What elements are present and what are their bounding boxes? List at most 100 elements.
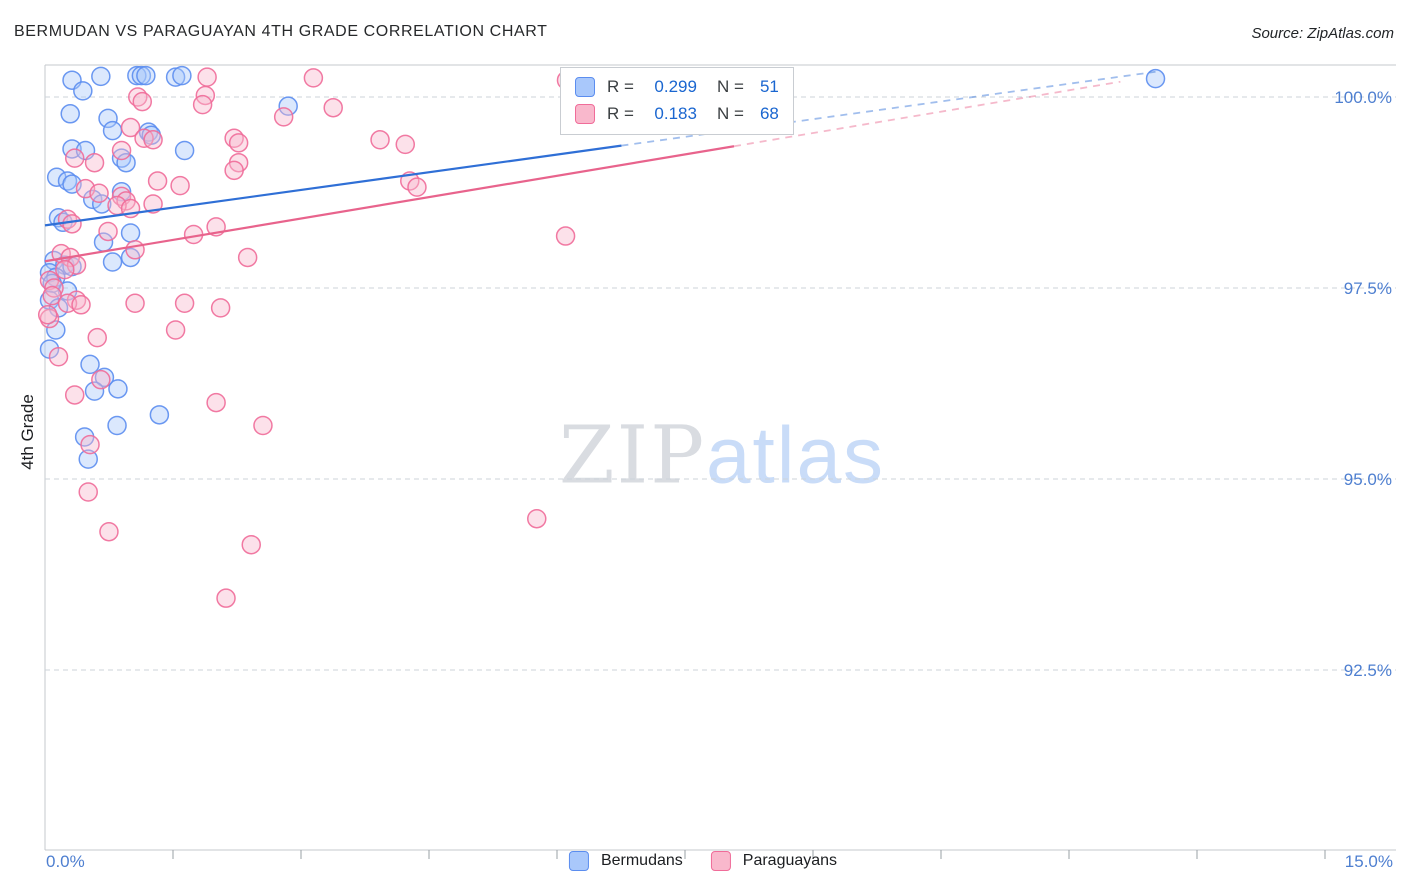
x-axis-min-label: 0.0%: [46, 852, 85, 871]
watermark-zip: ZIP: [559, 408, 707, 502]
paraguayans-data-point[interactable]: [174, 293, 195, 314]
bermudans-data-point[interactable]: [102, 252, 123, 272]
bottom-legend: Bermudans Paraguayans: [568, 851, 838, 871]
bermudans-data-point[interactable]: [78, 449, 98, 469]
bermudans-data-point[interactable]: [46, 320, 66, 340]
paraguayans-data-point[interactable]: [111, 140, 132, 161]
bottom-legend-item-bermudans[interactable]: Bermudans: [568, 851, 683, 871]
bermudans-data-point[interactable]: [102, 120, 123, 141]
bermudans-data-point[interactable]: [84, 381, 105, 401]
bottom-legend-label-paraguayans: Paraguayans: [742, 852, 838, 869]
bottom-legend-item-paraguayans[interactable]: Paraguayans: [710, 851, 838, 871]
bermudans-data-point[interactable]: [149, 405, 170, 425]
bermudans-data-point[interactable]: [165, 67, 186, 87]
paraguayans-data-point[interactable]: [99, 521, 119, 542]
paraguayans-data-point[interactable]: [89, 183, 109, 204]
paraguayans-data-point[interactable]: [132, 91, 153, 112]
y-axis-tick-label: 97.5%: [1344, 279, 1392, 298]
paraguayans-data-point[interactable]: [55, 259, 75, 280]
paraguayans-data-point[interactable]: [71, 295, 91, 315]
r-value-paraguayans: 0.183: [654, 104, 697, 123]
bermudans-data-point[interactable]: [73, 81, 93, 101]
paraguayans-data-point[interactable]: [170, 175, 190, 196]
paraguayans-data-point[interactable]: [210, 298, 231, 318]
bermudans-data-point[interactable]: [107, 415, 127, 436]
y-axis-tick-label: 100.0%: [1334, 88, 1392, 107]
bermudans-data-point[interactable]: [98, 108, 118, 129]
paraguayans-data-point[interactable]: [125, 240, 145, 260]
bermudans-data-point[interactable]: [60, 104, 80, 124]
paraguayans-data-point[interactable]: [407, 177, 427, 197]
bermudans-data-point[interactable]: [1145, 68, 1166, 89]
bermudans-swatch-icon: [568, 851, 589, 871]
paraguayans-data-point[interactable]: [527, 508, 547, 529]
paraguayans-data-point[interactable]: [192, 94, 213, 115]
paraguayans-data-point[interactable]: [44, 278, 64, 298]
paraguayans-data-point[interactable]: [98, 221, 118, 242]
paraguayans-data-point[interactable]: [91, 369, 111, 390]
paraguayans-data-point[interactable]: [395, 134, 416, 155]
bermudans-data-point[interactable]: [131, 65, 152, 86]
paraguayans-data-point[interactable]: [143, 194, 163, 214]
watermark: ZIPatlas: [559, 409, 885, 502]
bermudans-data-point[interactable]: [91, 66, 111, 87]
bermudans-data-point[interactable]: [80, 354, 100, 375]
paraguayans-data-point[interactable]: [143, 130, 163, 150]
paraguayans-data-point[interactable]: [78, 482, 98, 502]
paraguayans-swatch-icon: [710, 851, 731, 871]
r-label: R =: [607, 77, 634, 96]
paraguayans-data-point[interactable]: [253, 415, 273, 436]
bermudans-data-point[interactable]: [172, 65, 192, 86]
bermudans-trend-line: [44, 144, 622, 227]
n-value-bermudans: 51: [759, 77, 779, 96]
n-label: N =: [716, 77, 744, 96]
paraguayans-data-point[interactable]: [555, 226, 576, 246]
paraguayans-data-point[interactable]: [87, 327, 107, 348]
bermudans-data-point[interactable]: [136, 65, 156, 86]
paraguayans-data-point[interactable]: [228, 133, 249, 153]
paraguayans-data-point[interactable]: [216, 588, 236, 608]
bermudans-data-point[interactable]: [116, 152, 136, 173]
paraguayans-data-point[interactable]: [206, 392, 226, 413]
r-label: R =: [607, 104, 634, 123]
legend-row-bermudans: R = 0.299 N = 51: [575, 77, 779, 97]
bermudans-data-point[interactable]: [108, 379, 128, 399]
paraguayans-data-point[interactable]: [64, 385, 85, 405]
paraguayans-data-point[interactable]: [125, 293, 145, 314]
source-attribution: Source: ZipAtlas.com: [1251, 25, 1394, 42]
paraguayans-data-point[interactable]: [303, 68, 324, 88]
r-value-bermudans: 0.299: [654, 77, 697, 96]
paraguayans-data-point[interactable]: [42, 285, 62, 306]
bermudans-data-point[interactable]: [120, 223, 141, 243]
paraguayans-data-point[interactable]: [64, 148, 85, 168]
paraguayans-data-point[interactable]: [273, 107, 294, 127]
bottom-legend-label-bermudans: Bermudans: [600, 852, 683, 869]
bermudans-swatch-icon: [575, 77, 595, 97]
paraguayans-data-point[interactable]: [237, 247, 258, 268]
paraguayans-data-point[interactable]: [120, 117, 141, 138]
x-axis-max-label: 15.0%: [1344, 852, 1393, 871]
watermark-atlas: atlas: [706, 410, 885, 500]
paraguayans-trend-line-dashed: [733, 80, 1121, 148]
paraguayans-swatch-icon: [575, 104, 595, 124]
correlation-legend-box: R = 0.299 N = 51 R = 0.183 N = 68: [560, 67, 794, 135]
paraguayans-trend-line: [44, 145, 735, 263]
page-title: BERMUDAN VS PARAGUAYAN 4TH GRADE CORRELA…: [14, 23, 548, 40]
paraguayans-data-point[interactable]: [165, 320, 186, 340]
paraguayans-data-point[interactable]: [62, 214, 82, 234]
paraguayans-data-point[interactable]: [37, 304, 58, 325]
paraguayans-data-point[interactable]: [323, 97, 343, 118]
paraguayans-data-point[interactable]: [84, 152, 105, 173]
bermudans-data-point[interactable]: [174, 140, 195, 161]
paraguayans-data-point[interactable]: [370, 130, 390, 150]
paraguayans-data-point[interactable]: [147, 171, 168, 191]
paraguayans-data-point[interactable]: [197, 67, 217, 87]
paraguayans-data-point[interactable]: [80, 434, 100, 455]
bermudans-data-point[interactable]: [278, 96, 298, 116]
paraguayans-data-point[interactable]: [48, 347, 69, 367]
paraguayans-data-point[interactable]: [224, 160, 244, 181]
legend-row-paraguayans: R = 0.183 N = 68: [575, 104, 779, 124]
n-label: N =: [716, 104, 744, 123]
paraguayans-data-point[interactable]: [241, 534, 262, 555]
